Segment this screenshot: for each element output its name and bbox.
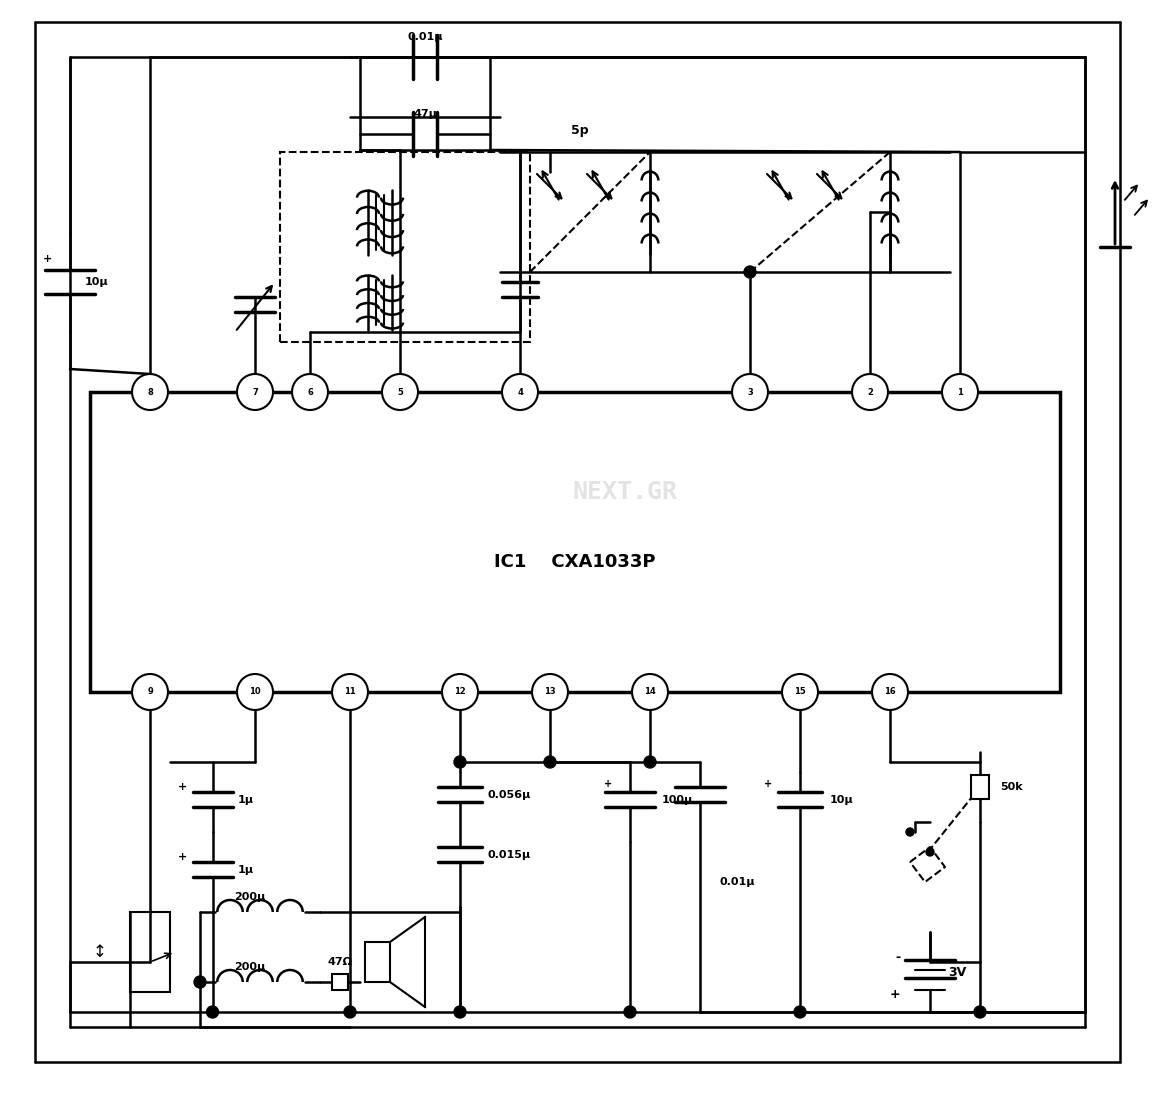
Circle shape: [292, 374, 328, 410]
Circle shape: [195, 976, 206, 987]
Text: 200μ: 200μ: [234, 892, 265, 902]
Text: NEXT.GR: NEXT.GR: [572, 480, 677, 504]
Text: +: +: [603, 780, 611, 790]
Text: 11: 11: [344, 687, 356, 696]
Circle shape: [794, 1006, 806, 1017]
Text: 10μ: 10μ: [830, 795, 853, 805]
Circle shape: [782, 674, 818, 709]
Circle shape: [382, 374, 418, 410]
Text: -: -: [895, 951, 900, 964]
Circle shape: [941, 374, 979, 410]
Circle shape: [442, 674, 478, 709]
Circle shape: [906, 828, 914, 836]
Bar: [130, 912, 170, 992]
Circle shape: [644, 756, 655, 768]
Text: 9: 9: [147, 687, 153, 696]
Circle shape: [332, 674, 368, 709]
Text: 1μ: 1μ: [237, 795, 254, 805]
Text: 1μ: 1μ: [237, 865, 254, 875]
Circle shape: [532, 674, 569, 709]
Circle shape: [632, 674, 668, 709]
Circle shape: [732, 374, 768, 410]
Circle shape: [344, 1006, 356, 1017]
Text: 15: 15: [794, 687, 806, 696]
Circle shape: [237, 374, 273, 410]
Text: 100μ: 100μ: [662, 795, 694, 805]
Text: 6: 6: [307, 387, 313, 397]
Bar: [90, 393, 1060, 692]
Text: +: +: [764, 780, 772, 790]
Text: 5p: 5p: [571, 125, 588, 137]
Text: 200μ: 200μ: [234, 962, 265, 972]
Text: 47Ω: 47Ω: [328, 957, 352, 967]
Text: 5: 5: [397, 387, 403, 397]
Text: 8: 8: [147, 387, 153, 397]
Text: 0.01μ: 0.01μ: [408, 32, 442, 42]
Text: 0.015μ: 0.015μ: [488, 850, 532, 860]
Bar: [332, 974, 349, 990]
Text: 14: 14: [644, 687, 655, 696]
Text: 1: 1: [957, 387, 963, 397]
Bar: [365, 942, 390, 982]
Bar: [972, 775, 989, 800]
Circle shape: [132, 374, 168, 410]
Text: 4: 4: [518, 387, 523, 397]
Bar: [280, 152, 530, 342]
Text: 10: 10: [249, 687, 261, 696]
Text: 47μ: 47μ: [413, 109, 437, 119]
Text: ↕: ↕: [93, 943, 107, 961]
Text: 50k: 50k: [1001, 782, 1023, 792]
Text: 7: 7: [252, 387, 258, 397]
Circle shape: [872, 674, 908, 709]
Text: 3: 3: [747, 387, 753, 397]
Circle shape: [454, 1006, 466, 1017]
Text: 0.056μ: 0.056μ: [488, 790, 532, 800]
Text: +: +: [178, 852, 188, 862]
Text: +: +: [43, 254, 52, 264]
Circle shape: [237, 674, 273, 709]
Circle shape: [544, 756, 556, 768]
Text: 3V: 3V: [948, 965, 966, 979]
Circle shape: [974, 1006, 985, 1017]
Circle shape: [503, 374, 538, 410]
Text: IC1    CXA1033P: IC1 CXA1033P: [494, 553, 655, 570]
Text: 12: 12: [454, 687, 466, 696]
Circle shape: [926, 848, 935, 856]
Text: 16: 16: [884, 687, 896, 696]
Text: 2: 2: [867, 387, 873, 397]
Circle shape: [132, 674, 168, 709]
Text: +: +: [178, 782, 188, 792]
Circle shape: [454, 756, 466, 768]
Circle shape: [624, 1006, 636, 1017]
Text: +: +: [889, 987, 900, 1001]
Circle shape: [743, 266, 756, 278]
Text: 0.01μ: 0.01μ: [720, 877, 755, 887]
Text: 10μ: 10μ: [85, 277, 109, 287]
Circle shape: [206, 1006, 219, 1017]
Text: 13: 13: [544, 687, 556, 696]
Circle shape: [852, 374, 888, 410]
